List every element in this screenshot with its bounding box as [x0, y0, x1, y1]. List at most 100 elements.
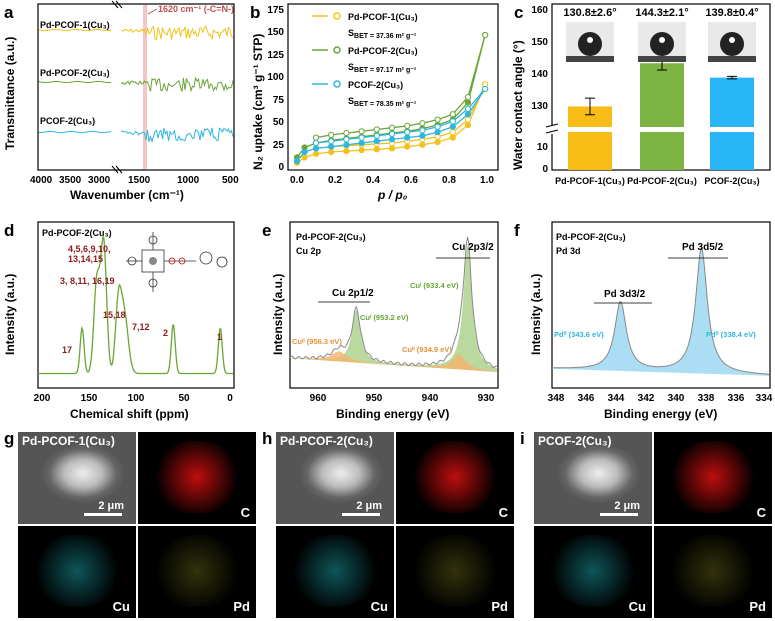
nmr-peak: 4,5,6,9,10,	[68, 244, 111, 254]
element-signal	[292, 535, 378, 607]
b-ytick: 100	[267, 72, 284, 83]
isotherm-point-desorption	[358, 134, 365, 141]
panel-a-xticks: 4000 3500 3000 1500 1000 500	[30, 175, 239, 186]
scale-bar	[600, 513, 638, 516]
isotherm-point	[312, 145, 320, 152]
b-ytick: 175	[267, 5, 284, 16]
panel-b-frame	[287, 3, 499, 171]
nmr-curve	[38, 234, 234, 375]
isotherm-point	[358, 139, 365, 147]
element-signal	[34, 535, 120, 607]
molecule-structure	[126, 232, 228, 292]
b-ytick: 150	[267, 27, 284, 38]
element-signal	[412, 441, 498, 513]
b-ytick: 25	[273, 140, 285, 151]
panel-f-subtitle: Pd 3d	[556, 246, 581, 256]
e-label: Cuᴵ (933.4 eV)	[410, 281, 459, 290]
panel-f-xticks: 348 346 344 342 340 338 336 334	[548, 393, 773, 404]
isotherm-point-desorption	[404, 129, 411, 136]
b-sbet-3: S	[348, 96, 354, 106]
panel-f-xlabel: Binding energy (eV)	[604, 407, 717, 421]
c-ytick: 160	[531, 5, 548, 16]
isotherm-point-desorption	[464, 116, 472, 123]
scale-bar-label: 2 μm	[356, 500, 382, 512]
isotherm-point-desorption	[482, 85, 489, 93]
panel-a-xlabel: Wavenumber (cm⁻¹)	[70, 188, 184, 202]
panel-d-xticks: 200 150 100 50 0	[34, 393, 234, 404]
element-label: Pd	[749, 599, 766, 614]
isotherm-point-desorption	[328, 138, 335, 145]
f-label: Pd 3d5/2	[682, 242, 724, 253]
b-xtick: 0.4	[366, 175, 380, 186]
d-xtick: 150	[81, 393, 98, 404]
c-ytick: 130	[531, 101, 548, 112]
panel-b-yticks: 0 25 50 75 100 125 150 175	[267, 5, 284, 173]
panel-g-letter: g	[4, 429, 14, 448]
panel-b: b 0 25 50 75 100 125 150 175 0.0 0.2 0.4…	[250, 3, 499, 202]
b-sbet-1: S	[348, 28, 354, 38]
a-xtick: 500	[222, 175, 239, 186]
isotherm-point-desorption	[449, 111, 456, 118]
ftir-label-1: Pd-PCOF-1(Cu₃)	[40, 20, 110, 30]
isotherm-point	[449, 134, 456, 141]
isotherm-point	[358, 147, 365, 154]
element-label: C	[240, 505, 250, 520]
a-xtick: 1000	[177, 175, 200, 186]
contact-angle-value: 144.3±2.1°	[635, 7, 688, 19]
isotherm-point-desorption	[343, 130, 350, 137]
b-sbet-1-val: BET = 37.36 m² g⁻¹	[354, 33, 417, 40]
element-map-pd: Pd	[138, 526, 256, 618]
svg-text:SBET = 78.35 m² g⁻¹: SBET = 78.35 m² g⁻¹	[348, 96, 417, 108]
panel-e-subtitle: Cu 2p	[296, 246, 322, 256]
element-signal	[550, 535, 636, 607]
isotherm-point-desorption	[464, 94, 472, 101]
isotherm-point	[343, 148, 350, 155]
panel-c-letter: c	[514, 3, 523, 22]
isotherm-point-desorption	[482, 31, 489, 39]
ftir-label-2: Pd-PCOF-2(Cu₃)	[40, 68, 110, 78]
element-map-cu: Cu	[276, 526, 394, 618]
c-ytick: 0	[542, 164, 548, 175]
element-map-c: C	[138, 432, 256, 524]
panel-d-ylabel: Intensity (a.u.)	[3, 274, 17, 355]
isotherm-point	[388, 145, 396, 152]
panel-a-letter: a	[4, 3, 14, 22]
nmr-peak: 2	[163, 328, 168, 338]
nmr-peak: 3, 8,11, 16,19	[60, 276, 115, 286]
element-signal	[670, 535, 756, 607]
isotherm-point	[404, 134, 411, 141]
nmr-peak: 15,18	[103, 310, 126, 320]
element-signal	[412, 535, 498, 607]
c-ytick: 140	[531, 69, 548, 80]
isotherm-point-desorption	[312, 134, 320, 141]
isotherm-point	[301, 148, 308, 156]
panel-b-xlabel: p / p₀	[377, 188, 408, 202]
ftir-label-3: PCOF-2(Cu₃)	[40, 116, 95, 126]
panel-f-ylabel: Intensity (a.u.)	[529, 274, 543, 355]
isotherm-point-desorption	[449, 129, 456, 136]
b-legend-2: Pd-PCOF-2(Cu₃)	[348, 46, 418, 56]
b-xtick: 1.0	[480, 175, 494, 186]
f-xtick: 338	[698, 393, 715, 404]
e-xtick: 930	[478, 393, 495, 404]
isotherm-point	[343, 141, 350, 148]
error-bar	[727, 75, 737, 80]
isotherm-curves	[293, 31, 489, 166]
sem-image: PCOF-2(Cu₃) 2 μm	[534, 432, 652, 524]
e-label: Cuᴵᴵ (934.9 eV)	[402, 345, 452, 354]
panel-e-ylabel: Intensity (a.u.)	[271, 274, 285, 355]
d-xtick: 100	[128, 393, 145, 404]
isotherm-line	[315, 88, 486, 144]
b-ytick: 125	[267, 50, 284, 61]
b-xtick: 0.8	[442, 175, 456, 186]
cu-raw-curve	[289, 236, 497, 368]
isotherm-point-desorption	[358, 128, 365, 135]
panel-e-xticks: 960 950 940 930	[310, 393, 495, 404]
panel-c: c 130.8±2.6° Pd-PCOF-1(Cu₃) 144.3±2.1° Pd-P…	[511, 3, 771, 186]
f-xtick: 334	[756, 393, 773, 404]
b-sbet-2-val: BET = 97.17 m² g⁻¹	[354, 67, 417, 74]
isotherm-point	[388, 136, 396, 143]
panel-c-ylabel: Water contact angle (°)	[511, 40, 525, 170]
sample-title: Pd-PCOF-1(Cu₃)	[22, 434, 115, 448]
droplet	[578, 32, 602, 56]
